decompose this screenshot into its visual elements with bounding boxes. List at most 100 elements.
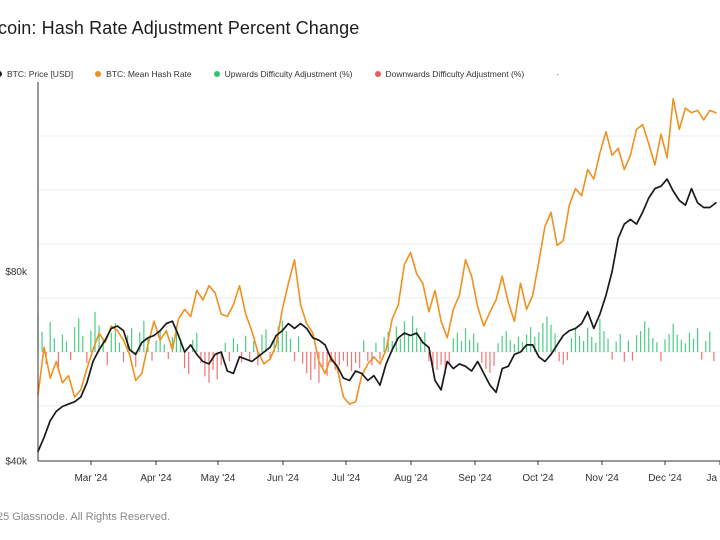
price-line [37,178,717,453]
upwards-bar-119 [521,342,524,352]
downwards-bar-129 [562,352,564,365]
upwards-bar-140 [607,338,609,352]
downwards-bar-153 [660,352,662,362]
downwards-bar-52 [249,352,251,361]
upwards-bar-139 [603,331,605,352]
upwards-bar-59 [277,326,279,352]
grid-lines [38,135,720,407]
legend-up-label: Upwards Difficulty Adjustment (%) [224,69,353,79]
upwards-bar-165 [709,331,711,352]
upwards-bar-164 [705,340,707,352]
upwards-bar-55 [261,334,263,352]
downwards-bar-47 [228,352,230,362]
legend-item-price[interactable]: BTC: Price [USD] [0,69,73,79]
upwards-bar-145 [627,340,629,352]
downwards-bar-146 [631,352,634,361]
upwards-bar-25 [139,332,141,352]
upwards-bar-102 [452,338,454,352]
y-tick-label-1: $40k [5,457,28,468]
downwards-bar-37 [188,352,190,375]
upwards-bar-106 [468,339,471,352]
downwards-bar-96 [428,352,430,362]
downwards-bar-99 [440,352,442,365]
upwards-bar-1 [41,331,43,352]
upwards-bar-26 [143,320,145,352]
downwards-bar-54 [257,352,259,366]
upwards-bar-156 [672,323,674,352]
x-tick-label-8: Nov '24 [585,473,619,484]
downwards-bar-40 [200,352,202,364]
upwards-bar-51 [245,335,247,352]
upwards-bar-95 [424,332,426,352]
upwards-bar-123 [538,332,540,352]
series-lines [37,97,717,453]
legend-item-hash-rate[interactable]: BTC: Mean Hash Rate [95,69,192,79]
upwards-bar-107 [473,333,475,352]
upwards-bar-88 [395,326,397,352]
upwards-bar-151 [652,338,654,352]
downwards-bar-21 [122,352,125,362]
copyright-footer: 25 Glassnode. All Rights Reserved. [0,511,171,523]
chart-title: coin: Hash Rate Adjustment Percent Chang… [0,18,360,38]
upwards-bar-115 [505,331,507,352]
upwards-bar-122 [534,336,536,352]
upwards-bar-89 [399,338,401,352]
upwards-bar-120 [526,334,528,352]
upwards-bar-152 [656,342,658,352]
upwards-bar-93 [416,328,418,352]
upwards-bar-149 [644,321,646,352]
upwards-bar-159 [684,343,686,352]
upwards-bar-56 [265,329,267,352]
upwards-bar-162 [697,328,699,352]
downwards-bar-69 [318,352,320,383]
downwards-bar-130 [566,352,568,361]
downwards-bar-77 [350,352,353,372]
upwards-bar-105 [464,328,467,352]
upwards-bar-39 [196,332,198,352]
downwards-bar-63 [293,352,296,362]
downwards-bar-45 [220,352,222,366]
upwards-bar-34 [175,325,178,352]
downwards-bar-101 [448,352,450,364]
legend-item-downwards[interactable]: Downwards Difficulty Adjustment (%) [374,69,524,79]
downwards-bar-71 [326,352,328,376]
upwards-bar-60 [281,320,283,352]
downwards-bar-17 [106,352,108,366]
downwards-bar-36 [183,352,186,369]
upwards-bar-58 [273,339,275,352]
upwards-bar-113 [497,343,499,352]
downwards-bar-97 [432,352,434,367]
downwards-bar-68 [314,352,316,370]
upwards-bar-83 [375,342,377,352]
downwards-bar-57 [269,352,271,361]
upwards-bar-103 [456,332,458,352]
upwards-bar-15 [98,325,100,352]
upwards-bar-154 [664,339,666,352]
upwards-bar-4 [53,338,55,352]
upwards-bar-116 [509,339,511,352]
upwards-bar-46 [224,342,226,352]
upwards-bar-11 [82,335,84,352]
downwards-bar-12 [86,352,88,364]
upwards-bar-64 [297,336,300,352]
x-tick-label-5: Aug '24 [394,473,428,484]
upwards-bar-160 [688,332,691,352]
legend-down-dot-icon [374,71,381,77]
upwards-bar-48 [232,338,235,352]
legend-more-toggle[interactable]: - [556,69,560,79]
downwards-bar-144 [623,352,625,362]
upwards-bar-49 [236,343,239,352]
upwards-bar-131 [570,338,572,352]
upwards-bar-158 [680,339,682,352]
upwards-bar-80 [363,340,365,352]
tick-labels: Mar '24 Apr '24 May '24 Jun '24 Jul '24 Aug '… [5,267,720,484]
upwards-bar-62 [289,338,292,352]
downwards-bar-112 [493,352,495,366]
upwards-bar-135 [587,327,589,352]
downwards-bar-42 [208,352,210,383]
legend-item-upwards[interactable]: Upwards Difficulty Adjustment (%) [213,69,353,79]
downwards-bar-44 [216,352,218,380]
chart-legend: BTC: Price [USD] BTC: Mean Hash Rate Upw… [0,69,559,79]
downwards-bar-73 [334,352,336,370]
legend-hash-dot-icon [95,71,102,77]
